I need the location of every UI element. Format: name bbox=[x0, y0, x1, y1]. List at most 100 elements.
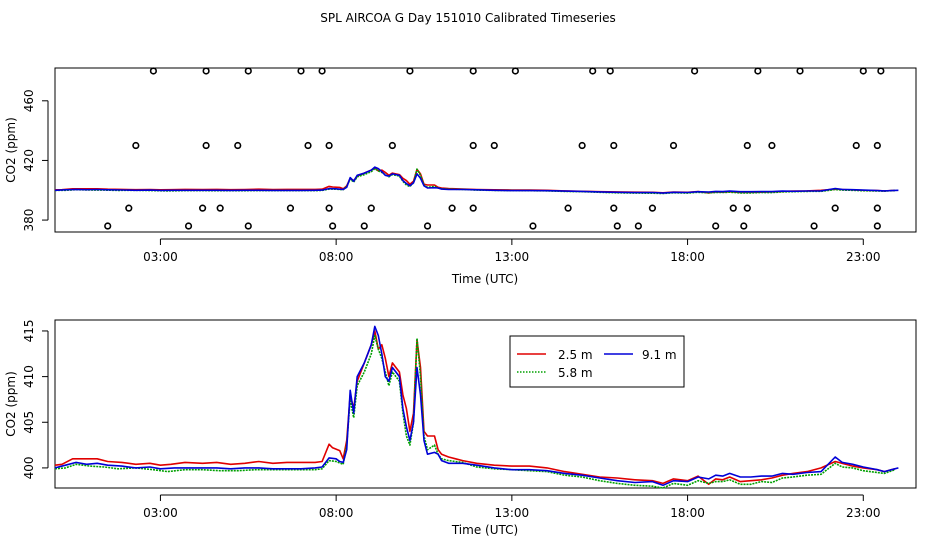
legend-label-2-5m: 2.5 m bbox=[558, 348, 593, 362]
calibration-point bbox=[469, 204, 477, 212]
calibration-point bbox=[184, 222, 193, 230]
y-axis-label: CO2 (ppm) bbox=[4, 371, 18, 437]
calibration-points bbox=[104, 67, 885, 230]
calibration-point bbox=[511, 67, 519, 75]
calibration-point bbox=[610, 141, 618, 150]
calibration-point bbox=[712, 222, 720, 230]
series-line-2-5-m bbox=[54, 330, 896, 486]
calibration-point bbox=[768, 141, 776, 150]
calibration-point bbox=[244, 67, 252, 75]
calibration-point bbox=[423, 222, 432, 230]
timeseries-panel: 03:00 08:00 13:00 18:00 23:00 400 405 410 415 T… bbox=[4, 319, 917, 537]
series-lines bbox=[54, 166, 899, 195]
calibration-point bbox=[297, 67, 305, 75]
calibration-point bbox=[610, 204, 618, 212]
calibration-point bbox=[877, 67, 885, 75]
series-line-5-8-m bbox=[54, 167, 895, 195]
calibration-point bbox=[831, 204, 839, 212]
y-axis-label: CO2 (ppm) bbox=[4, 117, 18, 183]
calibration-point bbox=[606, 67, 614, 75]
x-tick-label: 23:00 bbox=[846, 250, 881, 264]
y-tick-label: 460 bbox=[22, 89, 36, 112]
calibration-point bbox=[286, 204, 295, 212]
x-tick-label: 08:00 bbox=[319, 250, 354, 264]
calibration-point bbox=[388, 141, 396, 150]
x-tick-label: 08:00 bbox=[319, 506, 354, 520]
y-tick-label: 400 bbox=[22, 456, 36, 479]
calibration-point bbox=[329, 222, 337, 230]
calibration-point bbox=[490, 141, 498, 150]
x-tick-label: 03:00 bbox=[143, 250, 178, 264]
y-axis: 400 405 410 415 bbox=[22, 320, 49, 479]
calibration-point bbox=[367, 204, 375, 212]
calibration-point bbox=[360, 222, 368, 230]
y-tick-label: 380 bbox=[22, 209, 36, 232]
calibration-point bbox=[743, 204, 751, 212]
calibration-point bbox=[578, 141, 586, 150]
calibration-point bbox=[754, 67, 762, 75]
calibration-point bbox=[648, 204, 657, 212]
calibration-point bbox=[810, 222, 818, 230]
calibration-point bbox=[634, 222, 642, 230]
calibration-point bbox=[743, 141, 751, 150]
legend-label-5-8m: 5.8 m bbox=[558, 366, 593, 380]
x-tick-label: 13:00 bbox=[495, 250, 530, 264]
calibration-point bbox=[873, 141, 881, 150]
calibration-point bbox=[132, 141, 140, 150]
calibration-point bbox=[244, 222, 252, 230]
calibration-point bbox=[448, 204, 456, 212]
calibration-point bbox=[325, 204, 333, 212]
calibration-point bbox=[852, 141, 860, 150]
calibration-point bbox=[469, 141, 477, 150]
x-tick-label: 18:00 bbox=[670, 250, 705, 264]
plot-frame bbox=[54, 67, 917, 233]
series-line-5-8-m bbox=[54, 334, 896, 489]
calibration-point bbox=[873, 204, 881, 212]
legend-label-9-1m: 9.1 m bbox=[642, 348, 677, 362]
calibration-point bbox=[740, 222, 748, 230]
calibration-point bbox=[564, 204, 572, 212]
calibration-point bbox=[216, 204, 224, 212]
calibration-panel: 03:00 08:00 13:00 18:00 23:00 380 420 460 Time… bbox=[4, 67, 917, 286]
y-tick-label: 420 bbox=[22, 149, 36, 172]
calibration-point bbox=[729, 204, 737, 212]
calibration-point bbox=[669, 141, 678, 150]
x-axis: 03:00 08:00 13:00 18:00 23:00 bbox=[143, 238, 881, 264]
calibration-point bbox=[469, 67, 477, 75]
calibration-point bbox=[125, 204, 133, 212]
x-axis: 03:00 08:00 13:00 18:00 23:00 bbox=[143, 494, 881, 520]
series-lines bbox=[54, 325, 899, 489]
calibration-point bbox=[613, 222, 621, 230]
calibration-point bbox=[406, 67, 414, 75]
calibration-point bbox=[202, 67, 210, 75]
series-line-9-1-m bbox=[54, 325, 899, 487]
calibration-point bbox=[304, 141, 312, 150]
y-tick-label: 410 bbox=[22, 365, 36, 388]
calibration-point bbox=[149, 67, 157, 75]
calibration-point bbox=[202, 141, 210, 150]
calibration-point bbox=[199, 204, 207, 212]
series-line-9-1-m bbox=[54, 166, 899, 194]
x-tick-label: 23:00 bbox=[846, 506, 881, 520]
calibration-point bbox=[690, 67, 699, 75]
calibration-point bbox=[589, 67, 597, 75]
calibration-point bbox=[529, 222, 537, 230]
x-axis-label: Time (UTC) bbox=[451, 523, 518, 537]
plot-frame bbox=[54, 319, 917, 489]
x-tick-label: 18:00 bbox=[670, 506, 705, 520]
y-tick-label: 405 bbox=[22, 411, 36, 434]
figure-title: SPL AIRCOA G Day 151010 Calibrated Times… bbox=[320, 11, 615, 25]
calibration-point bbox=[104, 222, 112, 230]
calibration-point bbox=[318, 67, 326, 75]
y-axis: 380 420 460 bbox=[22, 89, 49, 232]
calibration-point bbox=[873, 222, 881, 230]
x-tick-label: 13:00 bbox=[495, 506, 530, 520]
legend: 2.5 m 9.1 m 5.8 m bbox=[509, 335, 685, 388]
legend-box bbox=[509, 335, 685, 388]
x-axis-label: Time (UTC) bbox=[451, 272, 518, 286]
y-tick-label: 415 bbox=[22, 320, 36, 343]
calibration-point bbox=[325, 141, 333, 150]
x-tick-label: 03:00 bbox=[143, 506, 178, 520]
calibration-point bbox=[234, 141, 242, 150]
